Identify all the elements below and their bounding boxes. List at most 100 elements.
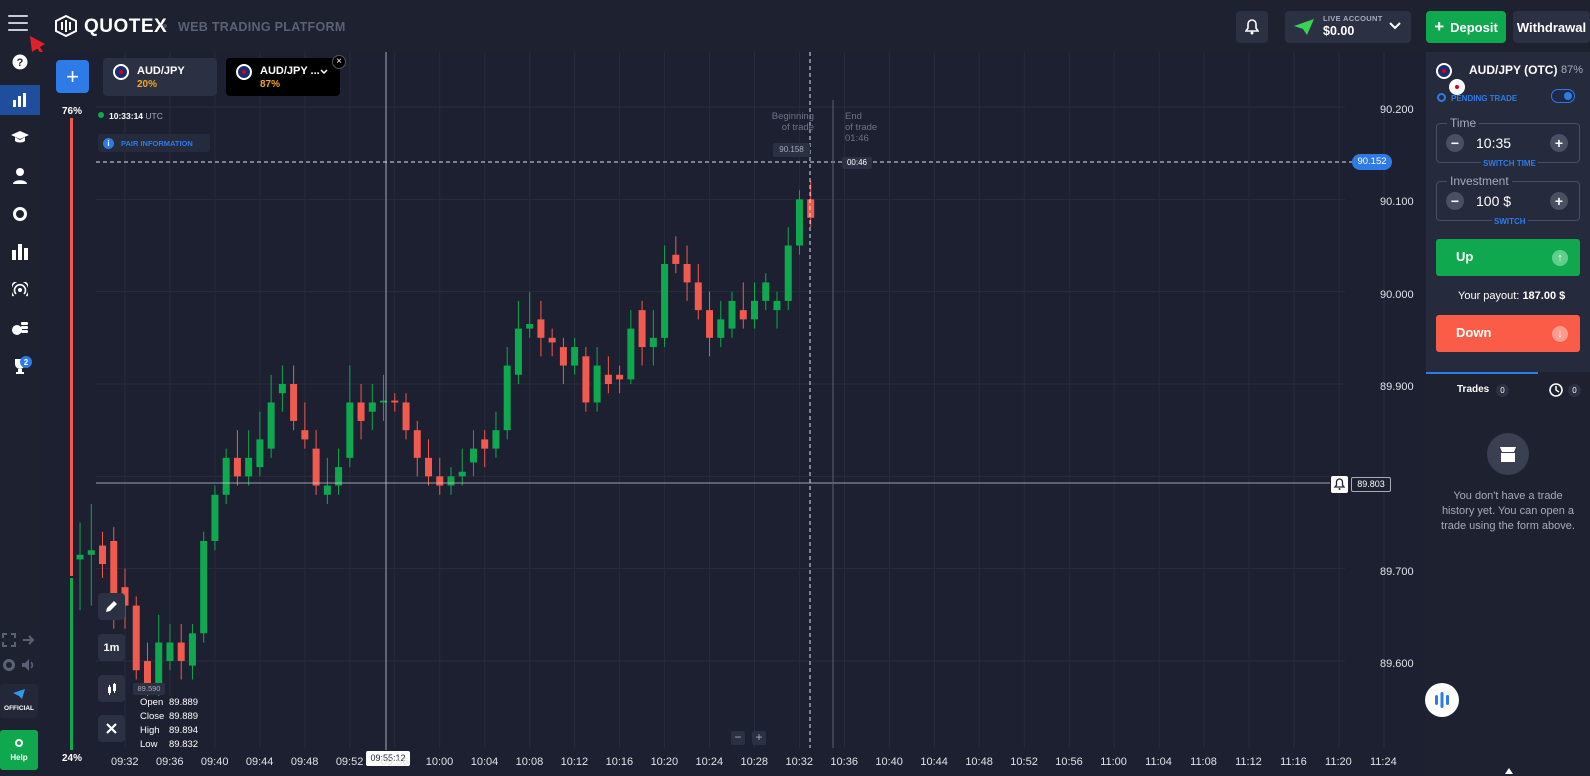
x-tick: 10:40: [875, 756, 903, 768]
scroll-up-icon[interactable]: [1505, 768, 1513, 774]
gear-icon[interactable]: [2, 658, 16, 672]
x-tick: 11:20: [1325, 756, 1352, 768]
arrow-down-icon: ↓: [1552, 326, 1568, 342]
fullscreen-icon[interactable]: [2, 633, 16, 647]
telegram-official-link[interactable]: OFFICIAL: [0, 684, 38, 718]
live-dot-icon: [98, 112, 104, 118]
candle-body: [604, 374, 612, 384]
x-tick: 11:04: [1145, 756, 1172, 768]
switch-investment-link[interactable]: SWITCH: [1492, 217, 1528, 226]
candle-body: [233, 457, 241, 477]
buildings-icon: [12, 244, 28, 260]
drawing-tools-button[interactable]: [98, 593, 125, 620]
timeframe-button[interactable]: 1m: [98, 634, 125, 661]
deposit-button[interactable]: + Deposit: [1426, 11, 1506, 43]
zoom-in-button[interactable]: +: [752, 731, 766, 745]
candle-body: [638, 310, 646, 348]
zoom-out-button[interactable]: −: [731, 731, 745, 745]
candle-body: [807, 199, 815, 218]
tab-aud-jpy-2[interactable]: AUD/JPY ... 87%: [226, 58, 340, 96]
tab-trades[interactable]: Trades: [1457, 384, 1490, 395]
bar-chart-icon: [13, 93, 26, 107]
sidebar-support[interactable]: ?: [0, 47, 40, 77]
candle-body: [717, 319, 725, 338]
sidebar-analytics[interactable]: [0, 237, 40, 267]
trades-count-badge: 0: [1496, 384, 1509, 397]
candle-body: [402, 402, 410, 431]
time-value: 10:35: [1476, 135, 1512, 151]
down-button[interactable]: Down ↓: [1436, 315, 1580, 352]
candle-body: [683, 263, 691, 283]
sidebar-education[interactable]: [0, 123, 40, 153]
candle-body: [649, 337, 657, 348]
account-balance: $0.00: [1323, 24, 1355, 38]
x-tick: 10:32: [785, 756, 813, 768]
clock-icon[interactable]: [1549, 383, 1563, 397]
x-tick: 11:00: [1100, 756, 1127, 768]
x-tick: 10:04: [470, 756, 499, 768]
user-icon: [13, 168, 27, 184]
sidebar-profile[interactable]: [0, 161, 40, 191]
candle-body: [503, 365, 511, 431]
price-alert-button[interactable]: [1331, 476, 1348, 493]
time-decrease-button[interactable]: −: [1446, 134, 1464, 152]
telegram-icon: [13, 689, 25, 699]
chart-type-button[interactable]: [98, 675, 125, 702]
investment-label: Investment: [1447, 174, 1512, 188]
au-flag-icon: [113, 64, 129, 80]
up-button[interactable]: Up ↑: [1436, 239, 1580, 276]
asset-name[interactable]: AUD/JPY (OTC): [1469, 63, 1558, 77]
price-chart[interactable]: [0, 0, 1426, 776]
indicators-button[interactable]: [98, 715, 125, 742]
menu-icon[interactable]: [8, 15, 28, 31]
sidebar-coins[interactable]: [0, 313, 40, 343]
candle-body: [267, 402, 275, 449]
separator-dot: [163, 24, 167, 28]
broadcast-icon: [12, 282, 28, 297]
beginning-of-trade-label: Beginning of trade: [771, 111, 814, 133]
deposit-label: Deposit: [1450, 19, 1498, 35]
switch-time-link[interactable]: SWITCH TIME: [1481, 159, 1538, 168]
candle-body: [166, 642, 174, 661]
question-bubble-icon: ?: [12, 54, 28, 70]
candle-body: [627, 328, 635, 380]
notifications-button[interactable]: [1236, 11, 1268, 43]
brand-name: QUOTEX: [84, 16, 168, 37]
withdrawal-button[interactable]: Withdrawal: [1513, 11, 1590, 43]
candle-body: [526, 323, 534, 329]
time-increase-button[interactable]: +: [1550, 134, 1568, 152]
tab-pair: AUD/JPY: [137, 65, 185, 77]
coins-icon: [12, 322, 28, 335]
chevron-down-icon: [320, 69, 328, 75]
candle-body: [99, 545, 107, 565]
tools-icon: [106, 723, 117, 734]
candle-body: [571, 347, 579, 366]
candle-body: [773, 300, 781, 311]
x-tick: 11:08: [1190, 756, 1217, 768]
arrow-right-icon[interactable]: [22, 633, 36, 647]
platform-title: WEB TRADING PLATFORM: [178, 20, 346, 34]
pending-count-badge: 0: [1568, 384, 1581, 397]
candle-body: [795, 199, 803, 246]
sidebar-trade[interactable]: [0, 85, 40, 115]
candle-body: [537, 319, 545, 338]
add-chart-button[interactable]: +: [56, 60, 89, 93]
candle-body: [548, 337, 556, 343]
sentiment-up-value: 76%: [62, 106, 83, 117]
pending-trade-toggle[interactable]: [1551, 89, 1575, 103]
tab-aud-jpy-1[interactable]: AUD/JPY 20%: [103, 58, 217, 96]
sidebar-signals[interactable]: [0, 275, 40, 305]
asset-payout: 87%: [1561, 64, 1584, 76]
close-tab-icon[interactable]: ×: [332, 55, 346, 69]
investment-decrease-button[interactable]: −: [1446, 192, 1464, 210]
au-flag-icon: [1436, 63, 1452, 79]
sidebar-market[interactable]: [0, 199, 40, 229]
speaker-icon[interactable]: [22, 658, 36, 672]
empty-history-text: You don't have a trade history yet. You …: [1441, 490, 1575, 532]
investment-increase-button[interactable]: +: [1550, 192, 1568, 210]
pair-information-button[interactable]: i PAIR INFORMATION: [98, 134, 210, 152]
pencil-icon: [106, 601, 117, 612]
support-widget-button[interactable]: [1425, 683, 1459, 717]
y-tick: 90.200: [1380, 104, 1414, 116]
help-button[interactable]: Help: [0, 730, 38, 770]
